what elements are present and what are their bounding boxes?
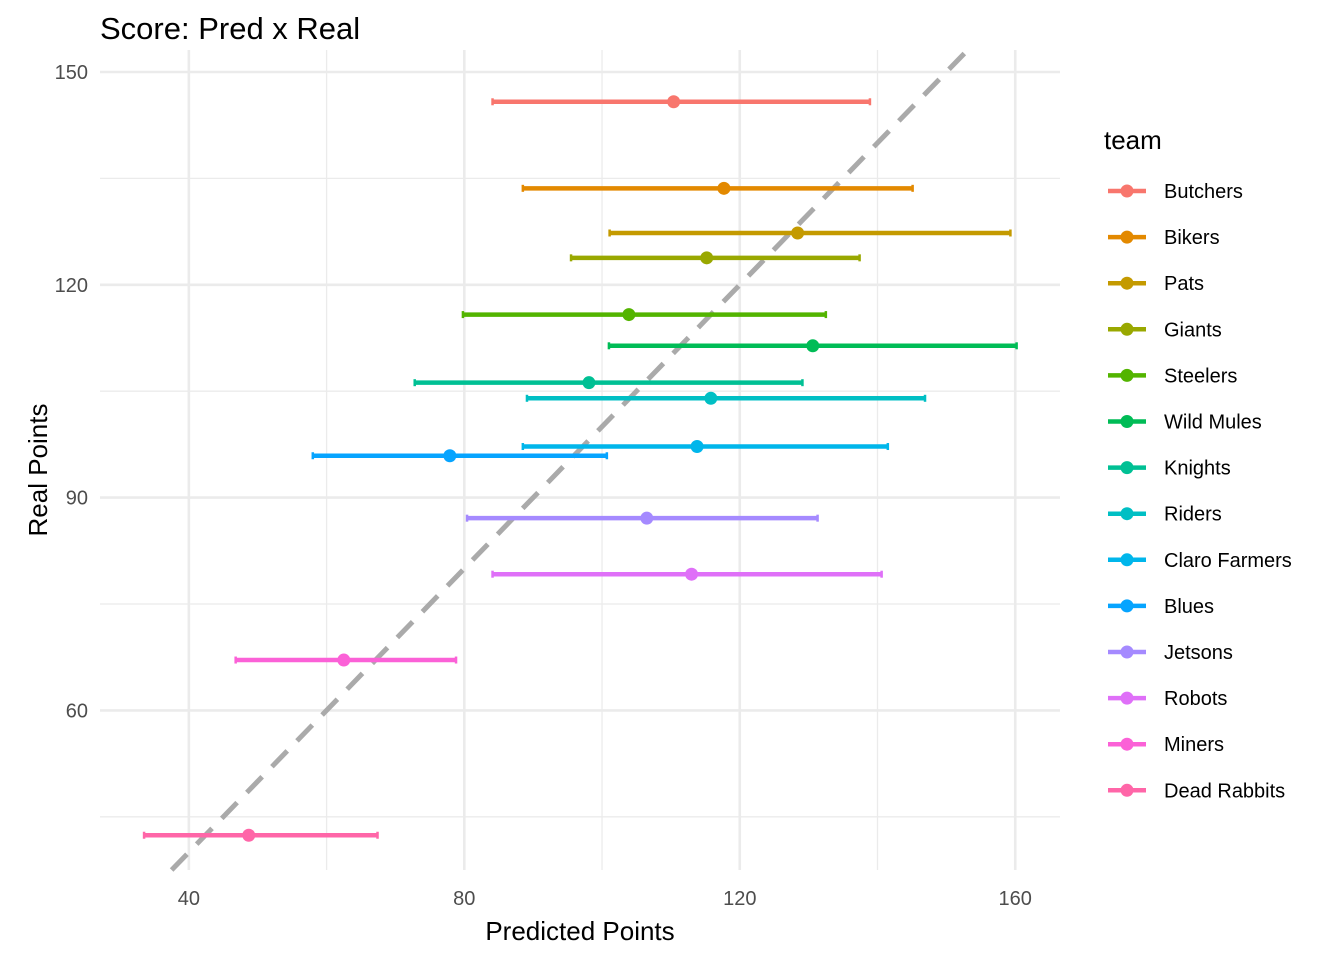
y-axis-label: Real Points bbox=[23, 404, 53, 537]
point-butchers bbox=[667, 95, 681, 109]
point-dead-rabbits bbox=[242, 828, 256, 842]
legend-key-point bbox=[1120, 368, 1134, 382]
x-tick-label: 160 bbox=[999, 888, 1032, 910]
legend-label: Claro Farmers bbox=[1164, 550, 1292, 572]
legend-key-point bbox=[1120, 461, 1134, 475]
legend-label: Knights bbox=[1164, 458, 1231, 480]
legend-key-point bbox=[1120, 645, 1134, 659]
point-wild-mules bbox=[806, 339, 820, 353]
point-steelers bbox=[622, 308, 636, 322]
legend-label: Jetsons bbox=[1164, 642, 1233, 664]
legend-key-point bbox=[1120, 507, 1134, 521]
legend-key-point bbox=[1120, 737, 1134, 751]
marks bbox=[142, 95, 1018, 842]
legend-label: Steelers bbox=[1164, 365, 1237, 387]
reference-line-group bbox=[169, 48, 970, 872]
grid bbox=[100, 50, 1060, 870]
legend-key-point bbox=[1120, 276, 1134, 290]
legend-label: Riders bbox=[1164, 504, 1222, 526]
point-robots bbox=[685, 567, 699, 581]
y-tick-label: 150 bbox=[55, 62, 88, 84]
x-tick-label: 80 bbox=[453, 888, 475, 910]
legend-title: team bbox=[1104, 125, 1162, 155]
point-blues bbox=[443, 449, 457, 463]
point-jetsons bbox=[640, 511, 654, 525]
point-riders bbox=[704, 391, 718, 405]
legend-label: Bikers bbox=[1164, 227, 1220, 249]
legend-key-point bbox=[1120, 184, 1134, 198]
legend-key-point bbox=[1120, 230, 1134, 244]
legend-label: Miners bbox=[1164, 734, 1224, 756]
y-tick-label: 120 bbox=[55, 275, 88, 297]
legend-label: Dead Rabbits bbox=[1164, 780, 1285, 802]
identity-reference-line bbox=[169, 48, 970, 872]
point-miners bbox=[337, 653, 351, 667]
point-bikers bbox=[717, 181, 731, 195]
point-pats bbox=[791, 226, 805, 240]
point-giants bbox=[700, 251, 714, 265]
legend: team Butchers Bikers Pats Giants Steelers Wil… bbox=[1104, 125, 1292, 802]
point-claro-farmers bbox=[690, 440, 704, 454]
legend-key-point bbox=[1120, 322, 1134, 336]
x-axis-label: Predicted Points bbox=[485, 916, 674, 946]
y-tick-label: 60 bbox=[66, 700, 88, 722]
legend-label: Robots bbox=[1164, 688, 1227, 710]
legend-label: Pats bbox=[1164, 273, 1204, 295]
point-knights bbox=[582, 376, 596, 390]
x-tick-label: 120 bbox=[723, 888, 756, 910]
legend-key-point bbox=[1120, 783, 1134, 797]
legend-label: Wild Mules bbox=[1164, 412, 1262, 434]
x-tick-label: 40 bbox=[178, 888, 200, 910]
axis-ticks: 40 80 120 160 60 90 120 150 bbox=[55, 62, 1032, 910]
legend-key-point bbox=[1120, 691, 1134, 705]
y-tick-label: 90 bbox=[66, 488, 88, 510]
legend-key-point bbox=[1120, 599, 1134, 613]
legend-key-point bbox=[1120, 553, 1134, 567]
legend-label: Butchers bbox=[1164, 181, 1243, 203]
legend-key-point bbox=[1120, 415, 1134, 428]
legend-label: Blues bbox=[1164, 596, 1214, 618]
chart-title: Score: Pred x Real bbox=[100, 11, 360, 46]
legend-label: Giants bbox=[1164, 319, 1222, 341]
